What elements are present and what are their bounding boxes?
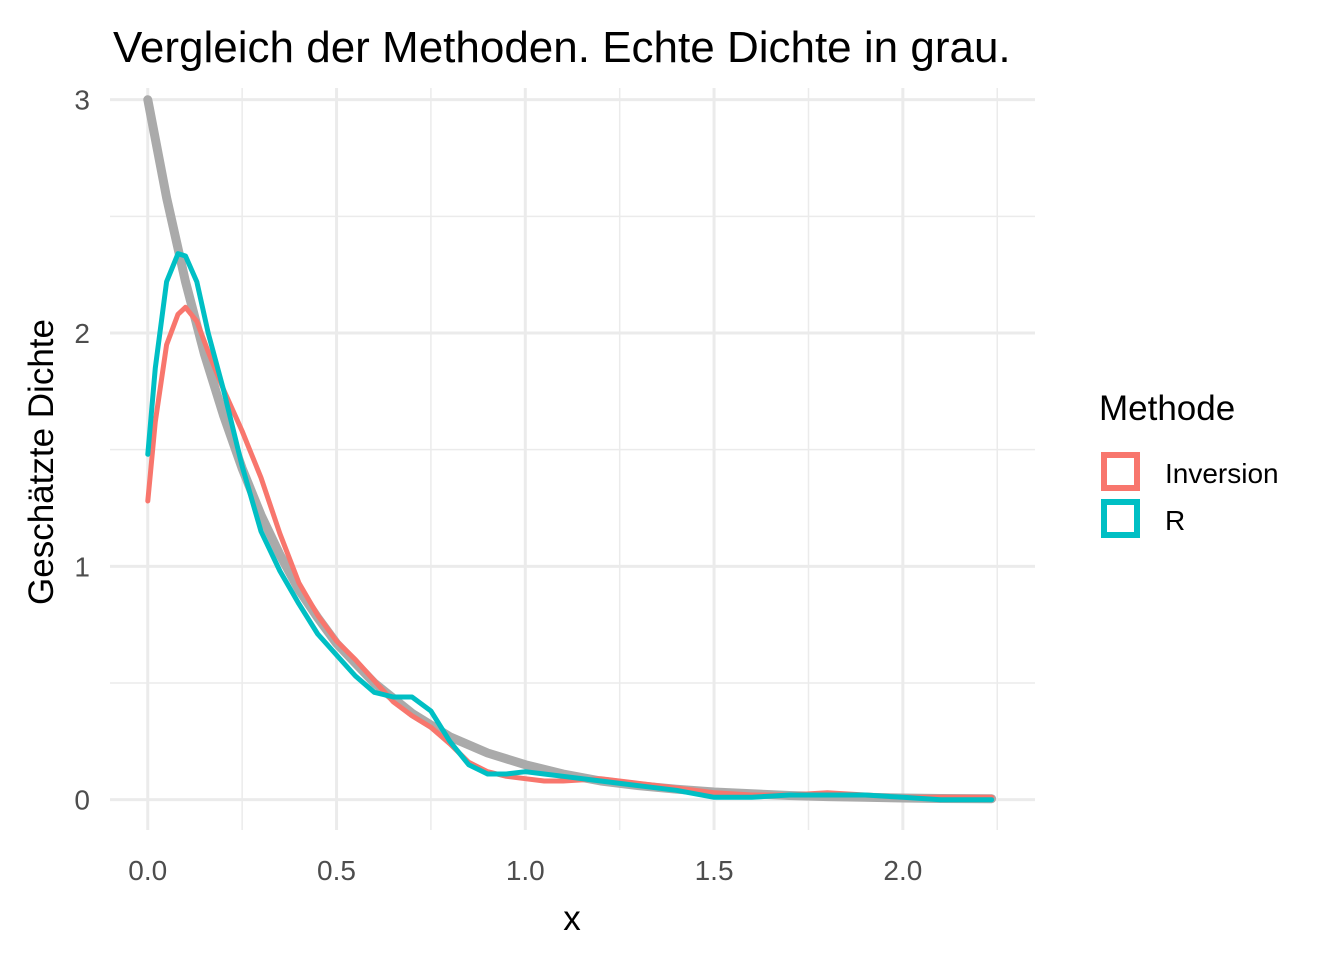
y-tick-label: 0 (74, 785, 90, 816)
legend: Methode Inversion R (1099, 389, 1279, 538)
legend-title: Methode (1099, 389, 1235, 428)
x-tick-label: 0.5 (317, 855, 356, 886)
series-line-r (145, 251, 995, 803)
x-tick-label: 1.0 (506, 855, 545, 886)
x-tick-label: 0.0 (128, 855, 167, 886)
legend-label-inversion: Inversion (1165, 458, 1279, 489)
x-axis-ticks: 0.0 0.5 1.0 1.5 2.0 (128, 855, 922, 886)
curves-layer (143, 95, 997, 804)
y-tick-label: 2 (74, 318, 90, 349)
y-axis-title: Geschätzte Dichte (22, 319, 61, 605)
chart-title: Vergleich der Methoden. Echte Dichte in … (113, 23, 1011, 72)
x-axis-title: x (563, 899, 581, 938)
grid-minor (110, 88, 1035, 830)
legend-key-inversion (1101, 452, 1140, 491)
y-tick-label: 1 (74, 551, 90, 582)
legend-label-r: R (1165, 505, 1185, 536)
y-tick-label: 3 (74, 85, 90, 116)
grid-major (110, 88, 1035, 830)
legend-key-r (1101, 499, 1140, 538)
y-axis-ticks: 0 1 2 3 (74, 85, 90, 816)
x-tick-label: 1.5 (695, 855, 734, 886)
x-tick-label: 2.0 (883, 855, 922, 886)
